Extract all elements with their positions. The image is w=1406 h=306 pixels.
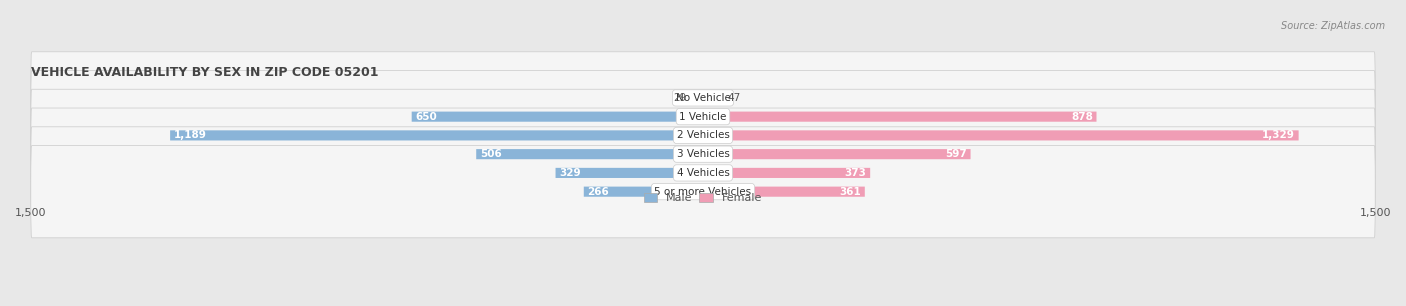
FancyBboxPatch shape: [703, 130, 1299, 140]
FancyBboxPatch shape: [703, 112, 1097, 122]
FancyBboxPatch shape: [31, 89, 1375, 181]
FancyBboxPatch shape: [703, 187, 865, 197]
Text: VEHICLE AVAILABILITY BY SEX IN ZIP CODE 05201: VEHICLE AVAILABILITY BY SEX IN ZIP CODE …: [31, 66, 378, 80]
Text: 373: 373: [845, 168, 866, 178]
FancyBboxPatch shape: [703, 93, 724, 103]
Text: Source: ZipAtlas.com: Source: ZipAtlas.com: [1281, 21, 1385, 32]
Text: 329: 329: [560, 168, 581, 178]
Text: 361: 361: [839, 187, 862, 197]
FancyBboxPatch shape: [703, 149, 970, 159]
Text: 1,189: 1,189: [174, 130, 207, 140]
FancyBboxPatch shape: [31, 108, 1375, 200]
Legend: Male, Female: Male, Female: [640, 188, 766, 207]
FancyBboxPatch shape: [31, 52, 1375, 144]
Text: 47: 47: [728, 93, 741, 103]
FancyBboxPatch shape: [31, 146, 1375, 238]
Text: 266: 266: [588, 187, 609, 197]
Text: 597: 597: [945, 149, 967, 159]
FancyBboxPatch shape: [31, 127, 1375, 219]
Text: No Vehicle: No Vehicle: [675, 93, 731, 103]
FancyBboxPatch shape: [583, 187, 703, 197]
Text: 2 Vehicles: 2 Vehicles: [676, 130, 730, 140]
FancyBboxPatch shape: [477, 149, 703, 159]
Text: 3 Vehicles: 3 Vehicles: [676, 149, 730, 159]
FancyBboxPatch shape: [31, 70, 1375, 163]
FancyBboxPatch shape: [690, 93, 703, 103]
FancyBboxPatch shape: [412, 112, 703, 122]
Text: 506: 506: [479, 149, 502, 159]
Text: 1 Vehicle: 1 Vehicle: [679, 112, 727, 122]
Text: 29: 29: [673, 93, 686, 103]
Text: 5 or more Vehicles: 5 or more Vehicles: [654, 187, 752, 197]
FancyBboxPatch shape: [555, 168, 703, 178]
Text: 878: 878: [1071, 112, 1092, 122]
Text: 4 Vehicles: 4 Vehicles: [676, 168, 730, 178]
FancyBboxPatch shape: [703, 168, 870, 178]
Text: 1,329: 1,329: [1263, 130, 1295, 140]
Text: 650: 650: [415, 112, 437, 122]
FancyBboxPatch shape: [170, 130, 703, 140]
